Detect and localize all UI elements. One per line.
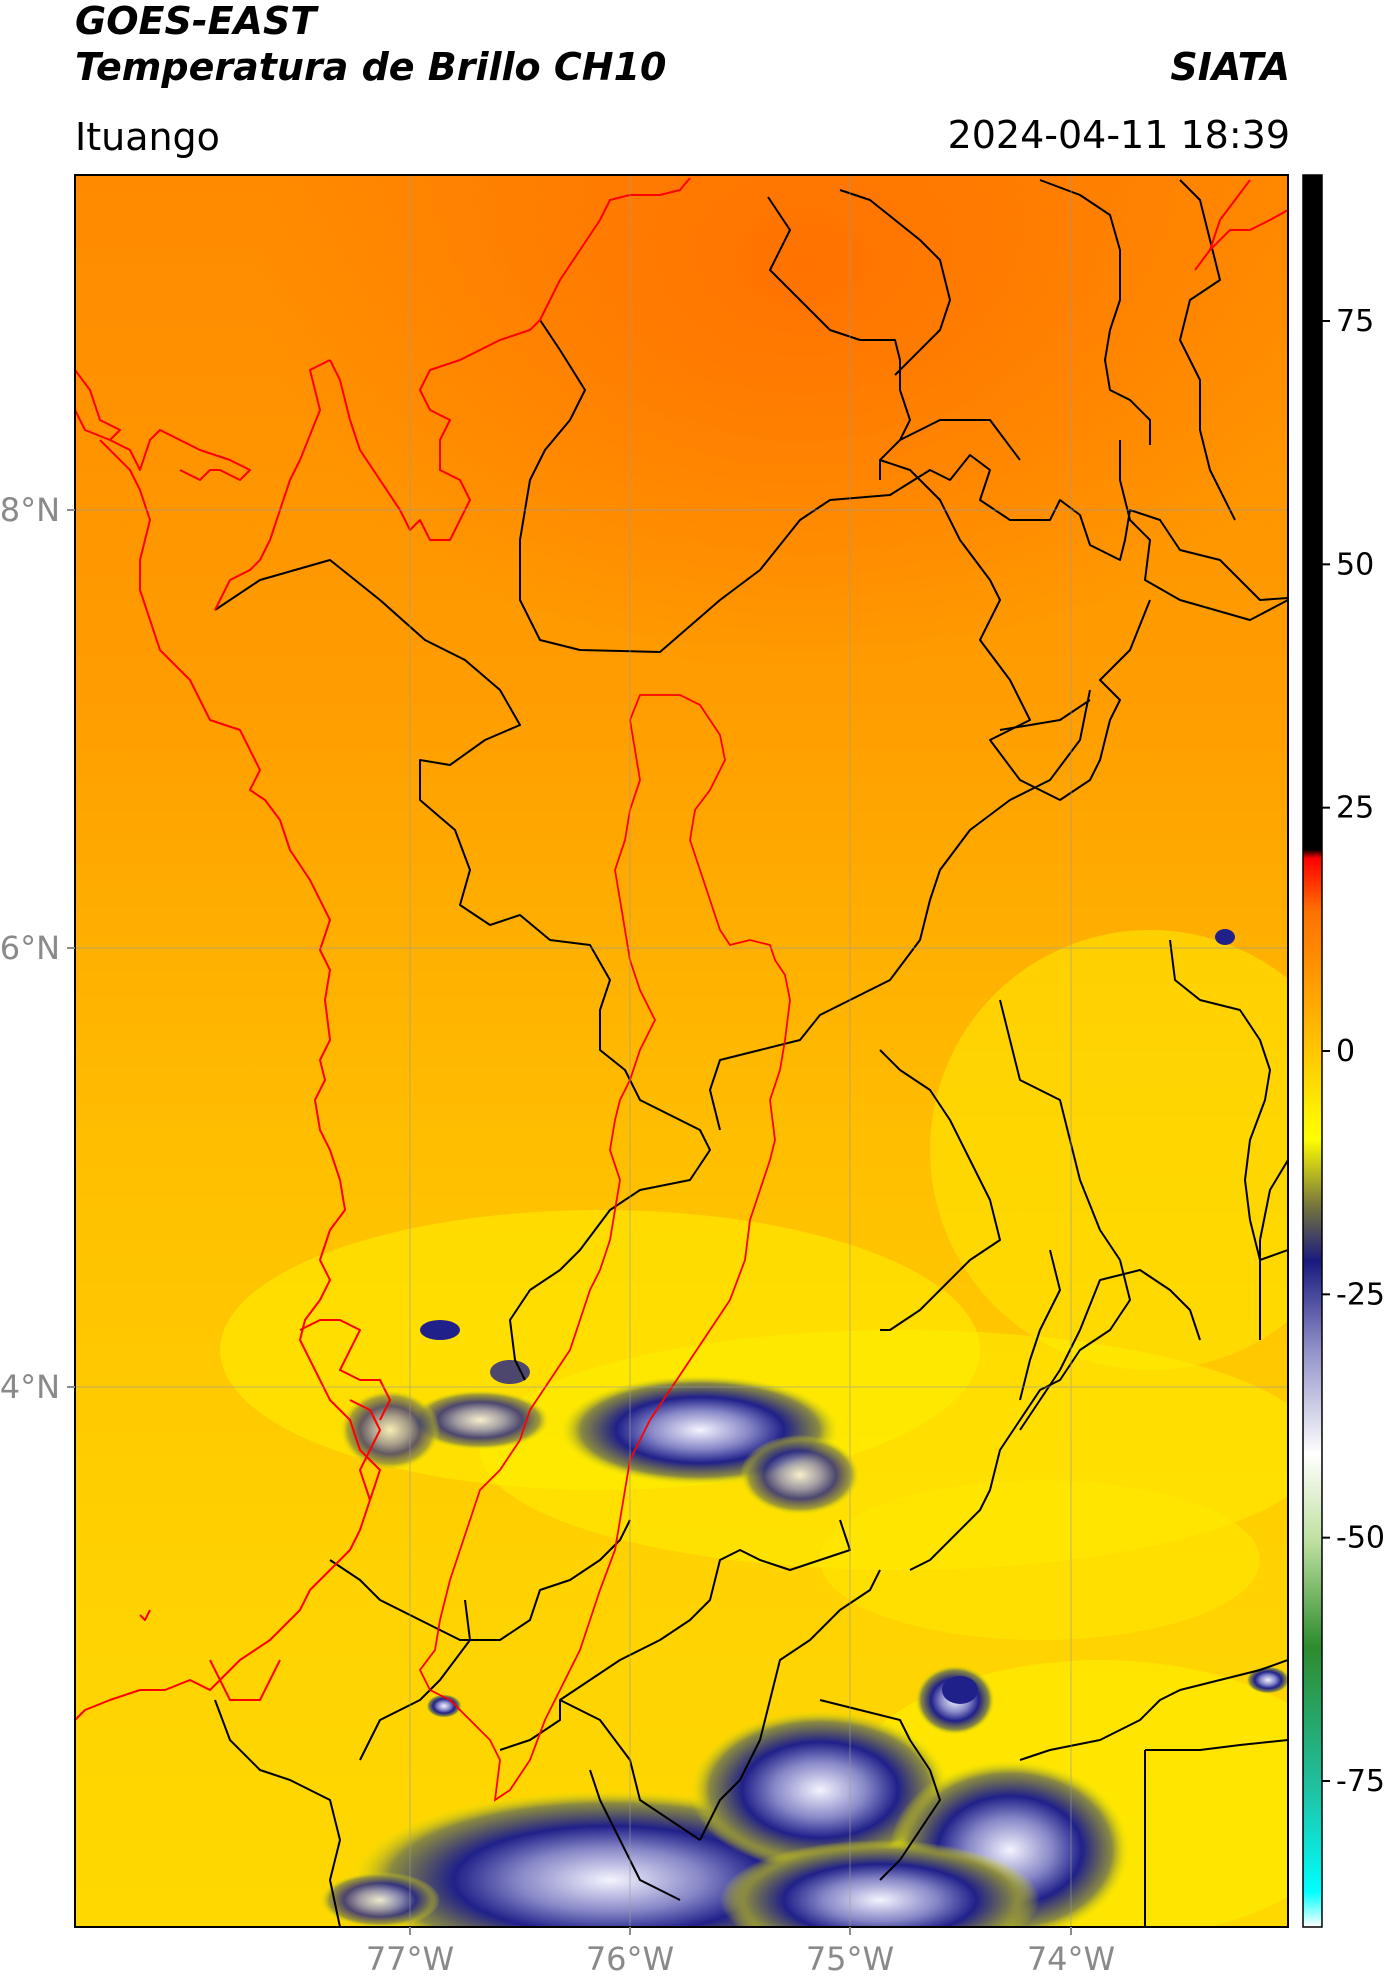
lon-label-74w: 74°W bbox=[1027, 1940, 1115, 1978]
colorbar: 75 50 25 0 -25 -50 -75 bbox=[1302, 174, 1384, 1928]
lon-label-77w: 77°W bbox=[366, 1940, 454, 1978]
lon-label-76w: 76°W bbox=[586, 1940, 674, 1978]
datetime-label: 2024-04-11 18:39 bbox=[947, 113, 1290, 157]
lat-label-8n: 8°N bbox=[0, 491, 60, 529]
colorbar-ticks: 75 50 25 0 -25 -50 -75 bbox=[1322, 304, 1384, 1799]
location-label: Ituango bbox=[75, 115, 220, 159]
title-line2: Temperatura de Brillo CH10 bbox=[75, 45, 667, 89]
lat-label-4n: 4°N bbox=[0, 1368, 60, 1406]
title-line1: GOES-EAST bbox=[75, 0, 317, 43]
department-borders bbox=[214, 179, 1288, 1927]
colorbar-tick-label: 25 bbox=[1336, 791, 1374, 826]
longitude-axis: 77°W 76°W 75°W 74°W bbox=[366, 1927, 1115, 1978]
colorbar-tick-label: 0 bbox=[1336, 1034, 1355, 1069]
lat-label-6n: 6°N bbox=[0, 929, 60, 967]
latitude-axis: 8°N 6°N 4°N bbox=[0, 491, 75, 1406]
graticule bbox=[75, 175, 1288, 1927]
colorbar-tick-label: 75 bbox=[1336, 304, 1374, 339]
coastline-country-border bbox=[75, 177, 1288, 1721]
org-label: SIATA bbox=[1170, 45, 1290, 89]
colorbar-tick-label: -75 bbox=[1336, 1764, 1384, 1799]
basin-outline bbox=[418, 694, 791, 1802]
colorbar-tick-label: -25 bbox=[1336, 1277, 1384, 1312]
map-frame bbox=[74, 174, 1289, 1928]
colorbar-gradient bbox=[1302, 174, 1323, 1928]
colorbar-tick-label: -50 bbox=[1336, 1521, 1384, 1556]
colorbar-tick-label: 50 bbox=[1336, 547, 1374, 582]
lon-label-75w: 75°W bbox=[806, 1940, 894, 1978]
